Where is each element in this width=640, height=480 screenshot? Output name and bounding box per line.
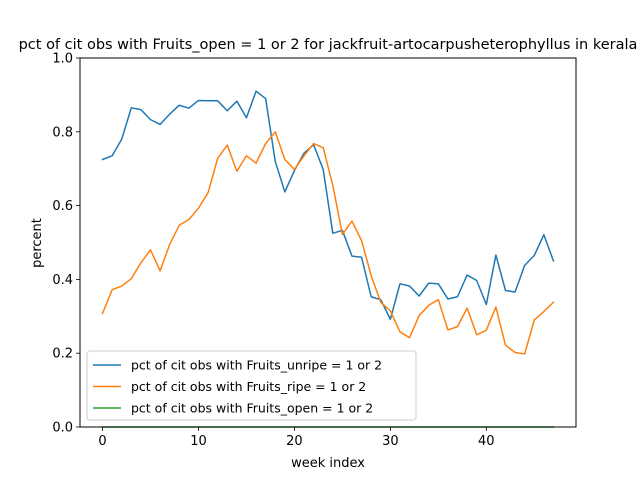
x-axis-ticks: 0 10 20 30 40: [98, 427, 495, 449]
legend-box: [86, 350, 417, 421]
x-tick-label: 0: [98, 434, 106, 449]
y-tick-label: 0.8: [52, 125, 73, 140]
y-tick-label: 0.6: [52, 199, 73, 214]
series-line-1: [101, 90, 555, 320]
y-tick-label: 0.0: [52, 421, 73, 436]
x-tick-label: 10: [190, 434, 207, 449]
y-tick-label: 1.0: [52, 52, 73, 67]
plot-frame: [79, 57, 577, 428]
chart-title: pct of cit obs with Fruits_open = 1 or 2…: [19, 37, 638, 53]
series-line-2: [101, 131, 555, 355]
y-tick-label: 0.4: [52, 273, 73, 288]
y-axis-ticks: 0.0 0.2 0.4 0.6 0.8 1.0: [52, 52, 80, 436]
legend-label-3: pct of cit obs with Fruits_open = 1 or 2: [131, 401, 373, 416]
x-tick-label: 30: [382, 434, 399, 449]
legend-label-1: pct of cit obs with Fruits_unripe = 1 or…: [131, 358, 382, 373]
legend: pct of cit obs with Fruits_unripe = 1 or…: [86, 350, 417, 421]
x-axis-label: week index: [291, 456, 365, 471]
legend-label-2: pct of cit obs with Fruits_ripe = 1 or 2: [131, 379, 366, 394]
y-tick-label: 0.2: [52, 347, 73, 362]
x-tick-label: 40: [478, 434, 495, 449]
x-tick-label: 20: [286, 434, 303, 449]
y-axis-label: percent: [30, 218, 45, 268]
